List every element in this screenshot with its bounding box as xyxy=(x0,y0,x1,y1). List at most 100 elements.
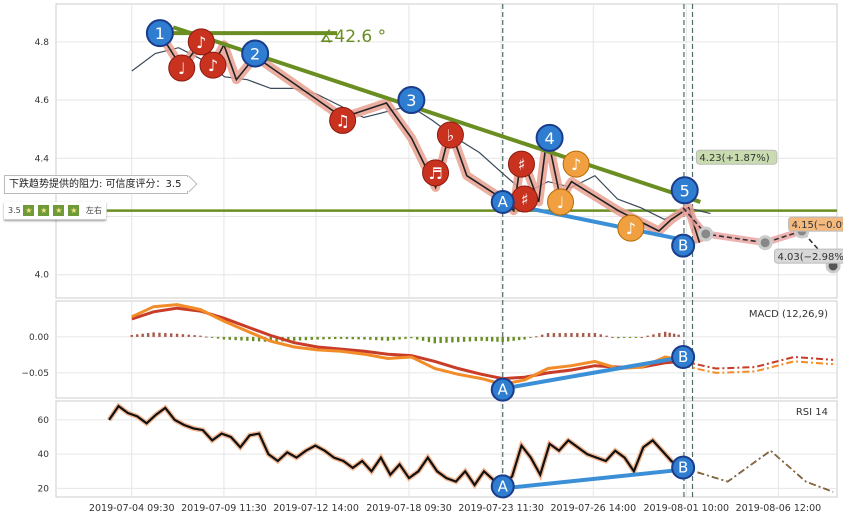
rsi-panel xyxy=(55,400,838,498)
x-tick-label: 2019-07-09 11:30 xyxy=(181,503,267,514)
pattern-point-circle xyxy=(436,121,464,149)
macd-histogram-bar xyxy=(501,336,504,343)
pattern-point-label: ♪ xyxy=(196,33,206,52)
divergence-marker: B xyxy=(671,345,696,370)
macd-histogram-bar xyxy=(546,333,550,337)
pattern-point-circle xyxy=(507,150,535,178)
macd-histogram-bar xyxy=(398,336,401,340)
data-layer: ∡42.6 ° 4.23(+1.87%) 4.15(−0.09%) 4.03(−2.9… xyxy=(106,4,843,499)
macd-histogram-bar xyxy=(506,336,510,342)
x-tick-label: 2019-08-06 12:00 xyxy=(736,503,822,514)
star-icon: ★ xyxy=(53,205,65,216)
projection-label-flat-box xyxy=(788,216,843,232)
macd-histogram-bar xyxy=(496,336,499,342)
price-ytick-label: 4.4 xyxy=(35,154,50,164)
macd-histogram-bar xyxy=(158,332,161,337)
macd-histogram-bar xyxy=(141,333,144,337)
macd-histogram-bar xyxy=(246,336,249,341)
axis-labels: 4.04.24.44.64.80.00−0.052040602019-07-04… xyxy=(21,38,821,514)
pattern-point: ♪ xyxy=(617,214,645,242)
macd-histogram-bar xyxy=(345,336,349,340)
macd-histogram-bar xyxy=(576,333,579,337)
macd-projection-fast xyxy=(682,360,834,374)
wave-marker-label: 5 xyxy=(680,181,690,200)
macd-histogram-bar xyxy=(663,331,667,337)
divergence-marker: B xyxy=(671,233,696,258)
x-tick-label: 2019-07-18 09:30 xyxy=(366,503,452,514)
pattern-point-circle xyxy=(562,150,590,178)
macd-histogram-bar xyxy=(439,336,442,344)
macd-histogram-bar xyxy=(334,336,337,340)
pattern-point-circle xyxy=(168,54,196,82)
macd-histogram-bar xyxy=(328,336,331,340)
macd-histogram-bar xyxy=(468,336,472,342)
confidence-stars: 3.5 ★ ★ ★ ★ 左右 xyxy=(4,202,106,220)
rsi-ytick-label: 60 xyxy=(38,416,50,426)
pattern-point-circle xyxy=(422,159,450,187)
projection-label-flat-text: 4.15(−0.09%) xyxy=(792,220,843,231)
macd-projection xyxy=(682,355,834,370)
macd-histogram-bar xyxy=(512,336,515,341)
pattern-point-circle xyxy=(617,214,645,242)
pattern-point-circle xyxy=(187,28,215,56)
macd-histogram-bar xyxy=(386,336,390,341)
wave-marker: 5 xyxy=(670,176,699,205)
macd-histogram-bar xyxy=(410,336,413,339)
wave-marker: 2 xyxy=(241,39,270,68)
macd-histogram-bar xyxy=(357,336,360,340)
projection-label-up: 4.23(+1.87%) xyxy=(695,149,778,165)
macd-histogram-bar xyxy=(593,333,597,337)
macd-histogram-bar xyxy=(375,336,378,341)
star-icon: ★ xyxy=(23,205,35,216)
macd-histogram-bar xyxy=(164,333,167,337)
macd-histogram-bar xyxy=(433,336,436,344)
rsi-ytick-label: 40 xyxy=(38,450,50,460)
macd-histogram-bar xyxy=(672,333,676,337)
wave-marker-circle xyxy=(145,19,174,48)
wave-marker: 3 xyxy=(397,86,426,115)
macd-histogram-bar xyxy=(570,333,573,337)
stars-label: 左右 xyxy=(85,206,102,215)
divergence-marker-circle xyxy=(671,455,696,480)
pattern-point: ♬ xyxy=(422,159,450,187)
divergence-marker: A xyxy=(490,474,515,499)
pattern-point: ♯ xyxy=(511,185,539,213)
macd-histogram-bar xyxy=(380,336,384,341)
pattern-point-circle xyxy=(199,51,227,79)
pattern-point-label: ♩ xyxy=(178,59,186,78)
macd-histogram-bar xyxy=(658,333,661,337)
macd-histogram-bar xyxy=(490,336,494,342)
rsi-ytick-label: 20 xyxy=(38,484,50,494)
pattern-point: ♪ xyxy=(562,150,590,178)
pattern-point-label: ♩ xyxy=(557,193,565,212)
macd-histogram-bar xyxy=(416,336,419,340)
macd-histogram-bar xyxy=(462,336,466,342)
macd-histogram-bar xyxy=(457,336,460,343)
macd-histogram-bar xyxy=(205,336,208,338)
price-path xyxy=(131,47,711,221)
macd-histogram-bar xyxy=(146,333,150,337)
macd-histogram-bar xyxy=(130,334,133,337)
macd-histogram-bar xyxy=(293,336,296,341)
pattern-point: ♪ xyxy=(199,51,227,79)
wave-marker: 1 xyxy=(145,19,174,48)
macd-histogram-bar xyxy=(451,336,454,343)
macd-histogram-bar xyxy=(304,336,308,341)
macd-histogram-bar xyxy=(211,336,214,338)
divergence-marker-circle xyxy=(671,233,696,258)
macd-histogram-bar xyxy=(652,334,655,337)
pattern-point-label: ♯ xyxy=(518,155,526,174)
divergence-marker-label: A xyxy=(498,193,509,211)
divergence-marker-label: A xyxy=(498,381,509,399)
resistance-tooltip: 下跌趋势提供的阻力: 可信度评分：3.5 xyxy=(4,175,189,194)
pattern-point-label: ♪ xyxy=(626,219,636,238)
x-tick-label: 2019-08-01 10:00 xyxy=(643,503,729,514)
wave-marker-label: 2 xyxy=(250,44,260,63)
macd-histogram-bar xyxy=(622,336,626,338)
macd-histogram-bar xyxy=(480,336,483,341)
macd-histogram-bar xyxy=(540,334,544,337)
x-tick-label: 2019-07-26 14:00 xyxy=(551,503,637,514)
rating-value: 3.5 xyxy=(8,206,21,215)
macd-histogram-bar xyxy=(187,334,190,337)
divergence-marker: B xyxy=(671,455,696,480)
